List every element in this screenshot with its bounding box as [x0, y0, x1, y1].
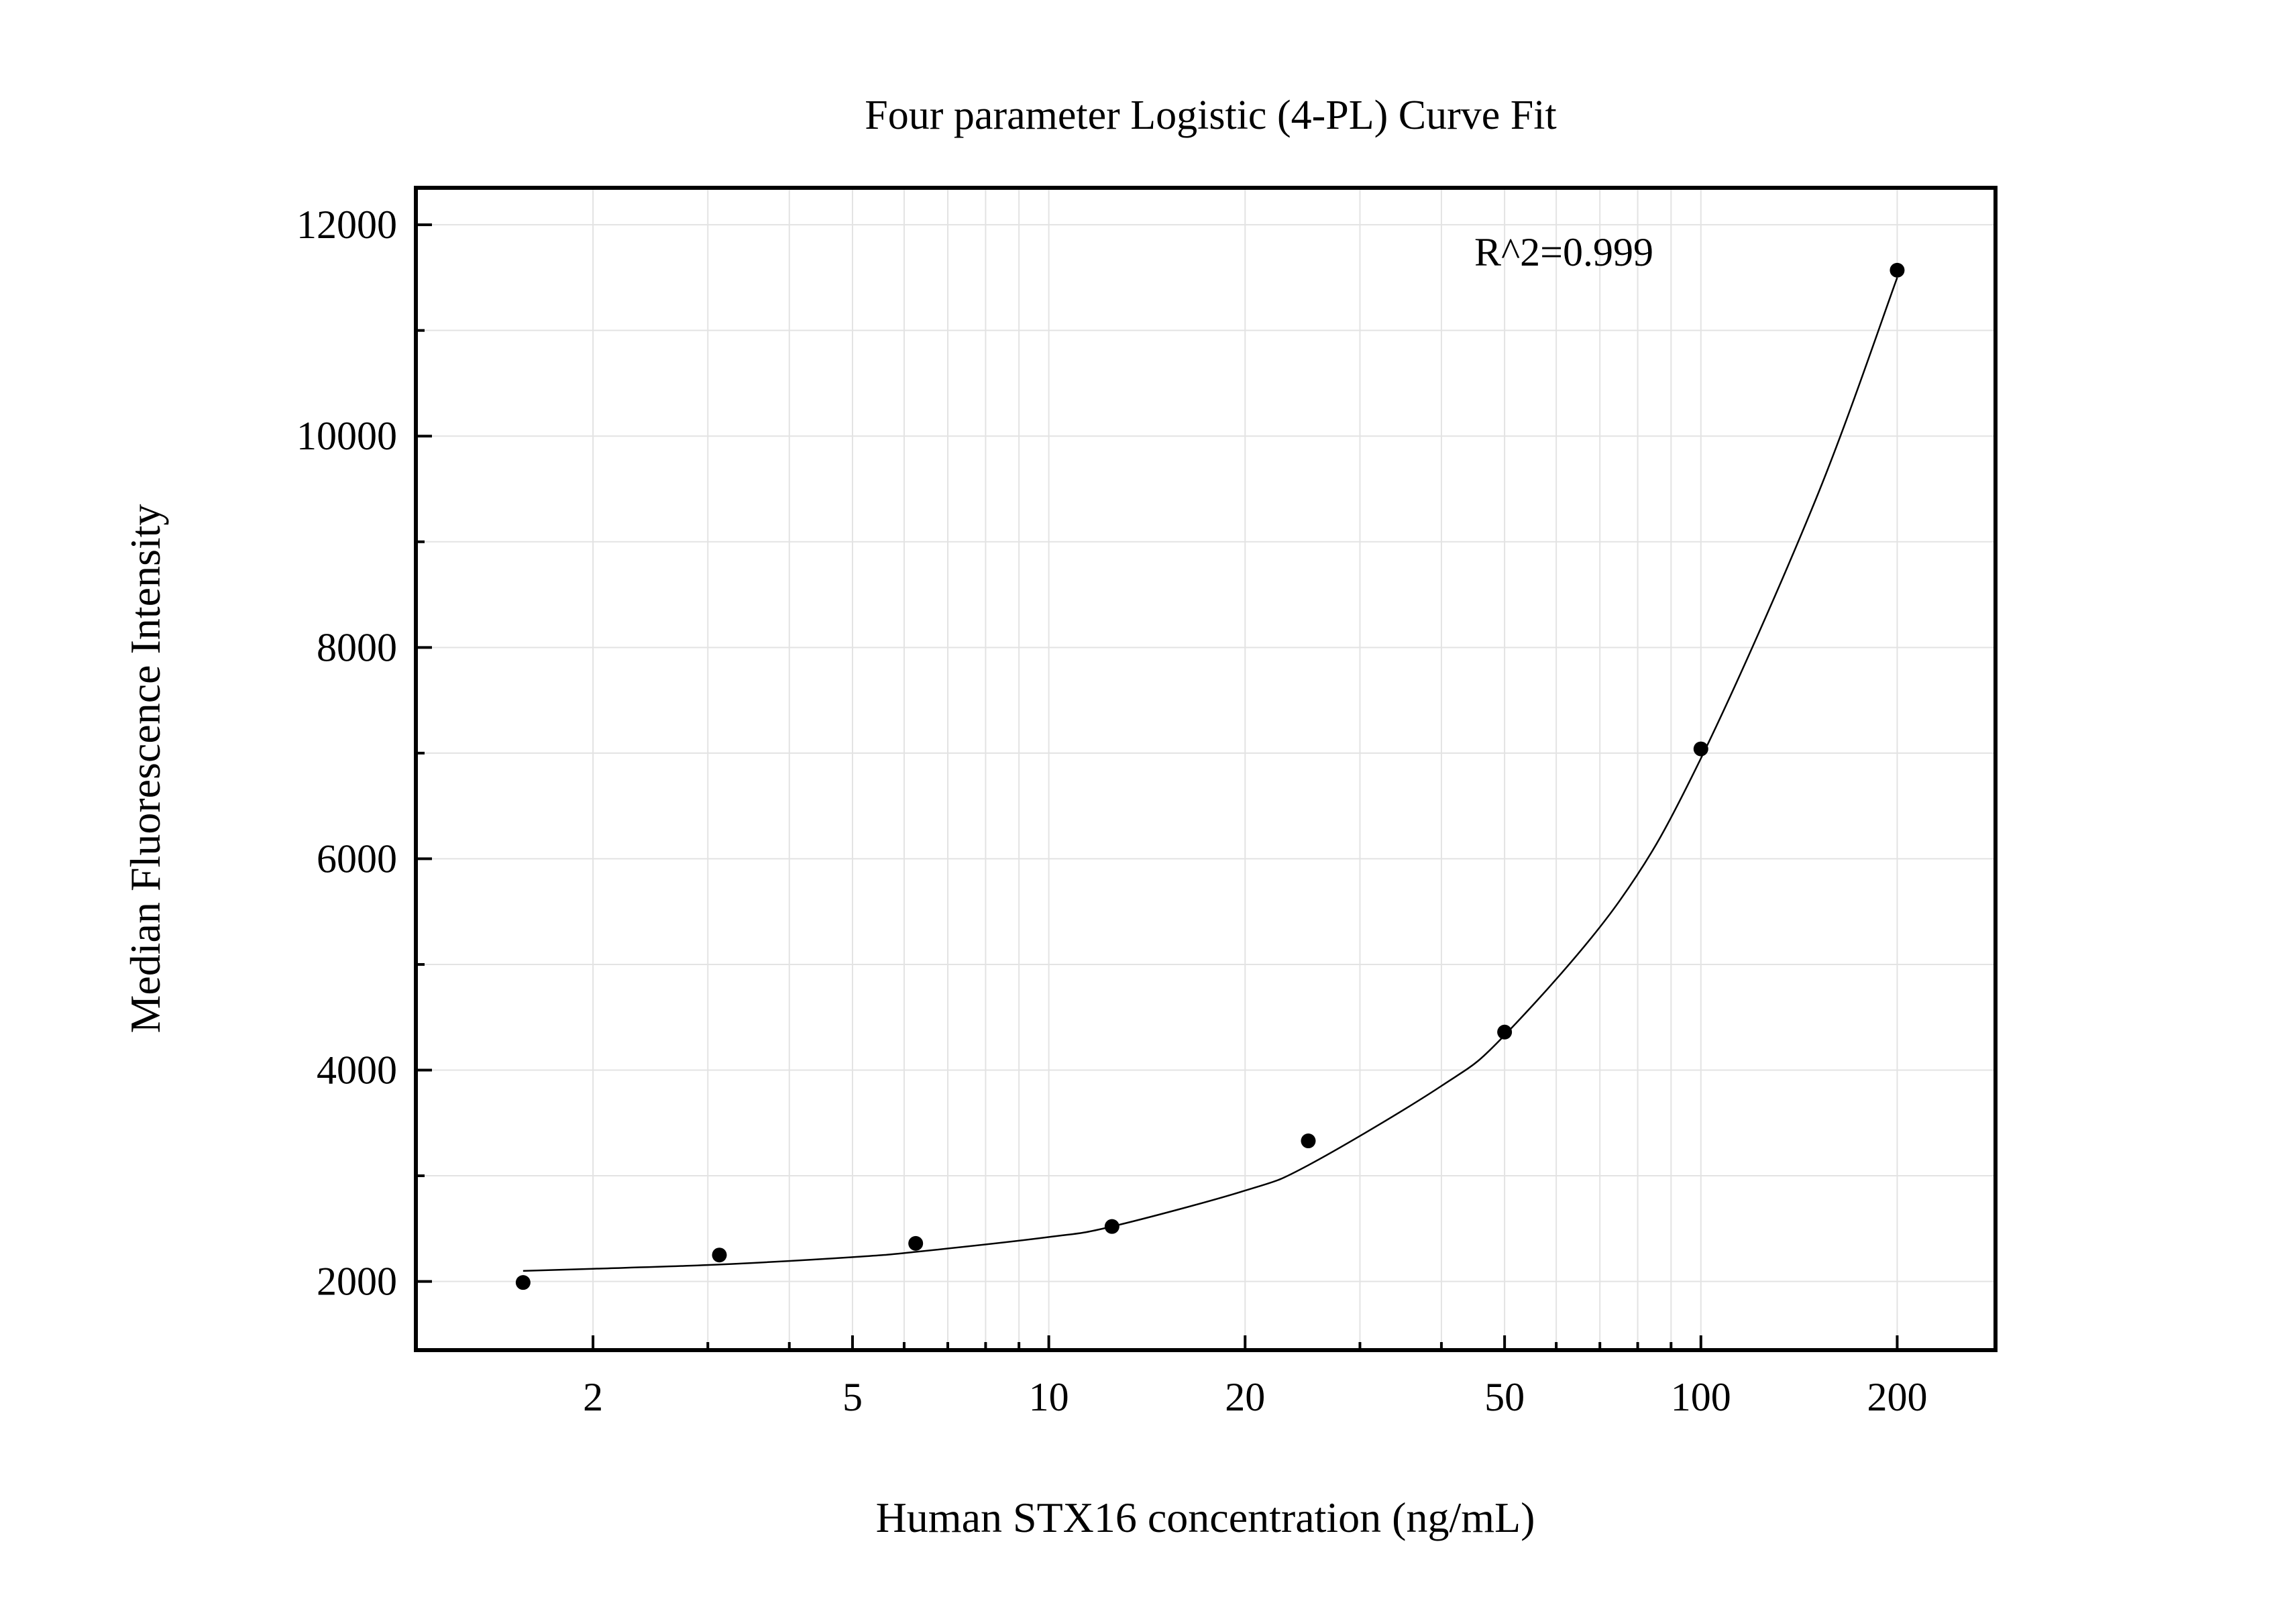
data-point: [1890, 262, 1905, 278]
x-tick-label: 5: [842, 1375, 863, 1419]
tick-layer: [416, 223, 1899, 1350]
y-tick-label: 4000: [317, 1048, 397, 1093]
chart-title: Four parameter Logistic (4-PL) Curve Fit: [865, 93, 1556, 138]
tick-label-layer: 2 5 10 20 50 100 200 2000 4000 6000 8000 10000 12000: [296, 203, 1927, 1419]
data-point: [712, 1248, 727, 1263]
data-point: [1104, 1219, 1119, 1234]
fit-curve-layer: [523, 277, 1898, 1272]
x-tick-label: 100: [1671, 1375, 1731, 1419]
x-tick-label: 2: [583, 1375, 603, 1419]
y-tick-label: 10000: [296, 414, 397, 458]
r-squared-annotation: R^2=0.999: [1474, 230, 1653, 274]
x-tick-label: 20: [1225, 1375, 1265, 1419]
x-tick-label: 10: [1029, 1375, 1069, 1419]
y-tick-label: 2000: [317, 1260, 397, 1304]
x-axis-label: Human STX16 concentration (ng/mL): [876, 1494, 1535, 1541]
data-points-layer: [515, 262, 1905, 1290]
data-point: [1693, 741, 1708, 757]
data-point: [515, 1275, 531, 1290]
fit-curve-line: [523, 277, 1898, 1272]
x-tick-label: 200: [1867, 1375, 1927, 1419]
y-tick-label: 12000: [296, 203, 397, 247]
x-tick-label: 50: [1484, 1375, 1525, 1419]
plot-frame: [414, 186, 1998, 1352]
y-axis-label: Median Fluorescence Intensity: [121, 504, 169, 1033]
data-point: [1301, 1133, 1316, 1149]
grid-layer: [416, 188, 1996, 1350]
y-tick-label: 6000: [317, 836, 397, 881]
y-tick-label: 8000: [317, 625, 397, 669]
data-point: [1497, 1024, 1513, 1040]
data-point: [908, 1235, 924, 1251]
